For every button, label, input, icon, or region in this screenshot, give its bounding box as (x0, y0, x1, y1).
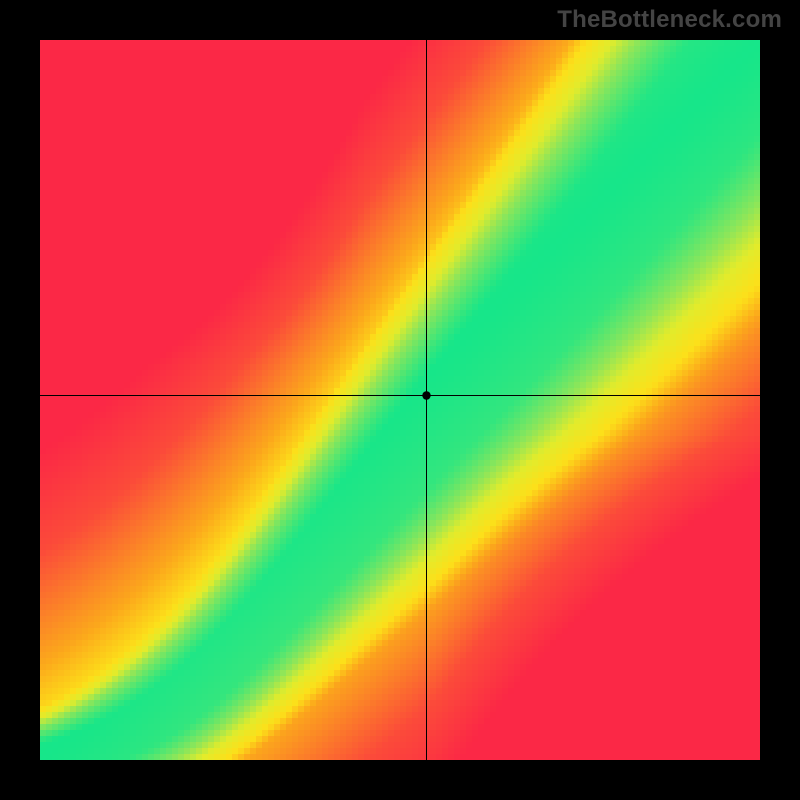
crosshair-overlay (40, 40, 760, 760)
chart-root: TheBottleneck.com (0, 0, 800, 800)
watermark-label: TheBottleneck.com (557, 6, 782, 34)
